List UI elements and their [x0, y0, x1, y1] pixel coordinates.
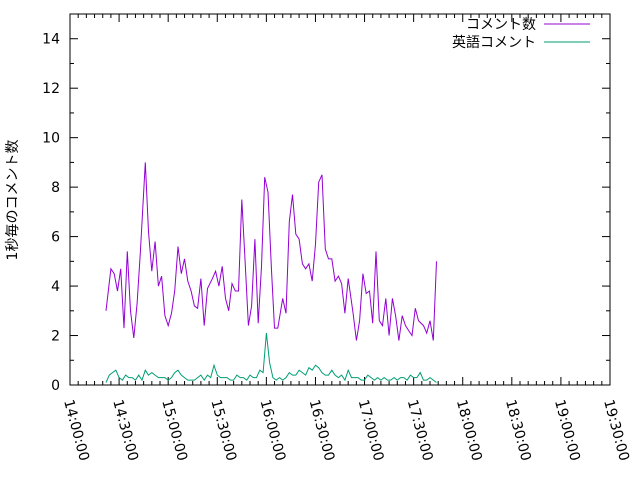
legend-label: 英語コメント [452, 34, 536, 51]
y-axis-label: 1秒毎のコメント数 [5, 140, 21, 261]
series-line-comments [105, 162, 437, 341]
y-tick-label: 6 [51, 230, 60, 246]
legend-label: コメント数 [466, 17, 536, 33]
axes: 0 2 4 6 8 10 12 14 14:00:00 14:30:00 15:00:00 15:30… [42, 14, 632, 463]
x-tick-label: 19:00:00 [551, 398, 583, 463]
y-tick-label: 10 [42, 131, 60, 147]
x-tick-label: 15:30:00 [207, 398, 239, 463]
y-tick-label: 12 [42, 81, 60, 97]
x-tick-label: 14:00:00 [60, 398, 92, 463]
y-tick-label: 4 [51, 279, 60, 295]
x-tick-label: 16:00:00 [256, 398, 288, 463]
series-line-english-comments [105, 333, 437, 383]
x-tick-label: 16:30:00 [306, 398, 338, 463]
x-tick-label: 18:00:00 [453, 398, 485, 463]
x-tick-label: 17:00:00 [355, 398, 387, 463]
x-tick-label: 17:30:00 [404, 398, 436, 463]
y-tick-label: 8 [51, 180, 60, 196]
x-tick-label: 18:30:00 [502, 398, 534, 463]
plot-frame [69, 13, 611, 386]
series-layer [105, 162, 437, 383]
x-tick-label: 14:30:00 [109, 398, 141, 463]
x-tick-label: 19:30:00 [600, 398, 632, 463]
x-tick-label: 15:00:00 [158, 398, 190, 463]
y-tick-label: 2 [51, 329, 60, 345]
y-tick-label: 0 [51, 378, 60, 394]
y-tick-label: 14 [42, 32, 60, 48]
